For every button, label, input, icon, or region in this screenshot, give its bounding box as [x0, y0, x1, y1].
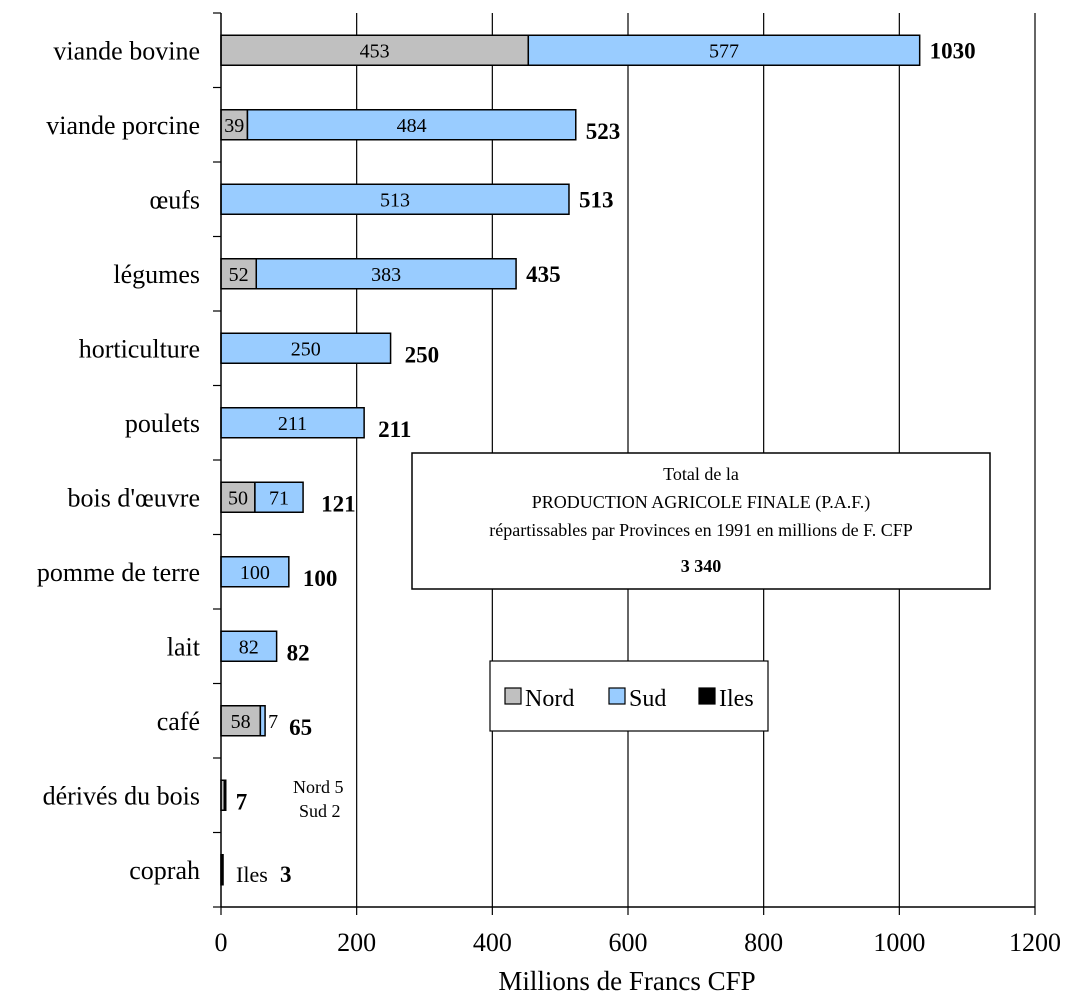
bar-total-label: 100: [303, 566, 338, 591]
segment-value-label: 383: [371, 264, 401, 286]
category-label: poulets: [125, 409, 200, 438]
bar-total-label: 1030: [930, 38, 976, 63]
segment-value-label: 484: [397, 115, 427, 137]
segment-value-label: 58: [231, 711, 251, 733]
segment-value-label: 52: [229, 264, 249, 286]
segment-value-label: 211: [278, 413, 307, 435]
info-box: Total de la PRODUCTION AGRICOLE FINALE (…: [411, 452, 991, 590]
category-label: lait: [167, 632, 201, 661]
bar-total-label: 121: [321, 491, 356, 516]
legend: Nord Sud Iles: [489, 660, 769, 732]
derives-note-nord: Nord 5: [293, 777, 344, 797]
coprah-note: Iles 3: [236, 862, 292, 887]
segment-value-label: 71: [269, 487, 289, 509]
segment-value-label: 7: [268, 711, 278, 733]
derives-note-sud: Sud 2: [299, 801, 341, 821]
bars: [220, 34, 921, 886]
coprah-note-value: 3: [280, 862, 292, 887]
labels: 0 200 400 600 800 1000 1200 viande bovine 453 577…: [37, 36, 1061, 957]
legend-frame: [489, 660, 769, 732]
legend-label-sud: Sud: [629, 686, 666, 712]
bar-total-label: 250: [405, 342, 440, 367]
bar-segment-sud: [254, 481, 304, 513]
category-label: coprah: [129, 856, 200, 885]
segment-value-label: 50: [228, 487, 248, 509]
bar-total-label: 82: [287, 640, 310, 665]
coprah-note-label: Iles: [236, 862, 268, 887]
bar-segment-sud: [527, 34, 921, 66]
bar-segment-nord: [220, 34, 530, 66]
legend-swatch-sud: [608, 687, 626, 705]
segment-value-label: 82: [239, 636, 259, 658]
segment-value-label: 100: [240, 562, 270, 584]
x-tick-label-600: 600: [609, 928, 648, 957]
bar-segment-sud: [220, 407, 365, 439]
x-tick-label-0: 0: [215, 928, 228, 957]
segment-value-label: 250: [291, 338, 321, 360]
category-label: horticulture: [79, 334, 200, 363]
category-label: bois d'œuvre: [67, 483, 200, 512]
bar-segment-nord: [220, 258, 258, 290]
category-label: viande porcine: [46, 111, 200, 140]
legend-swatch-iles: [698, 687, 716, 705]
bar-segment-nord: [220, 481, 256, 513]
x-tick-label-1200: 1200: [1009, 928, 1061, 957]
legend-label-iles: Iles: [719, 686, 754, 712]
x-tick-label-400: 400: [473, 928, 512, 957]
segment-value-label: 39: [224, 115, 244, 137]
category-label: pomme de terre: [37, 558, 200, 587]
segment-value-label: 453: [360, 40, 390, 62]
x-axis-title: Millions de Francs CFP: [498, 966, 755, 996]
bar-segment-sud: [220, 183, 570, 215]
category-label: œufs: [149, 185, 200, 214]
bar-total-label: 7: [236, 789, 248, 814]
bar-total-label: 211: [378, 417, 411, 442]
x-tick-label-200: 200: [337, 928, 376, 957]
info-box-line1: Total de la: [663, 464, 739, 484]
bar-segment-sud: [255, 258, 517, 290]
bar-total-label: 435: [526, 262, 561, 287]
bar-segment-sud: [223, 779, 227, 811]
bar-segment-sud: [220, 332, 392, 364]
info-box-line2: PRODUCTION AGRICOLE FINALE (P.A.F.): [532, 492, 871, 513]
category-label: légumes: [113, 260, 200, 289]
info-box-total: 3 340: [681, 556, 722, 576]
bar-segment-sud: [220, 556, 290, 588]
info-box-line3: répartissables par Provinces en 1991 en …: [489, 520, 913, 540]
legend-label-nord: Nord: [525, 686, 574, 712]
legend-swatch-nord: [504, 687, 522, 705]
category-label: café: [157, 707, 200, 736]
bar-segment-sud: [246, 109, 577, 141]
segment-value-label: 577: [709, 40, 739, 62]
derives-note: Nord 5 Sud 2: [293, 777, 344, 821]
category-label: viande bovine: [53, 36, 200, 65]
bar-total-label: 523: [586, 119, 621, 144]
x-tick-label-800: 800: [744, 928, 783, 957]
axes: [213, 12, 1036, 915]
category-label: dérivés du bois: [43, 781, 200, 810]
bar-total-label: 513: [579, 187, 614, 212]
x-tick-label-1000: 1000: [873, 928, 925, 957]
bar-segment-sud: [259, 705, 266, 737]
bar-total-label: 65: [289, 715, 312, 740]
segment-value-label: 513: [380, 189, 410, 211]
info-box-frame: [411, 452, 991, 590]
